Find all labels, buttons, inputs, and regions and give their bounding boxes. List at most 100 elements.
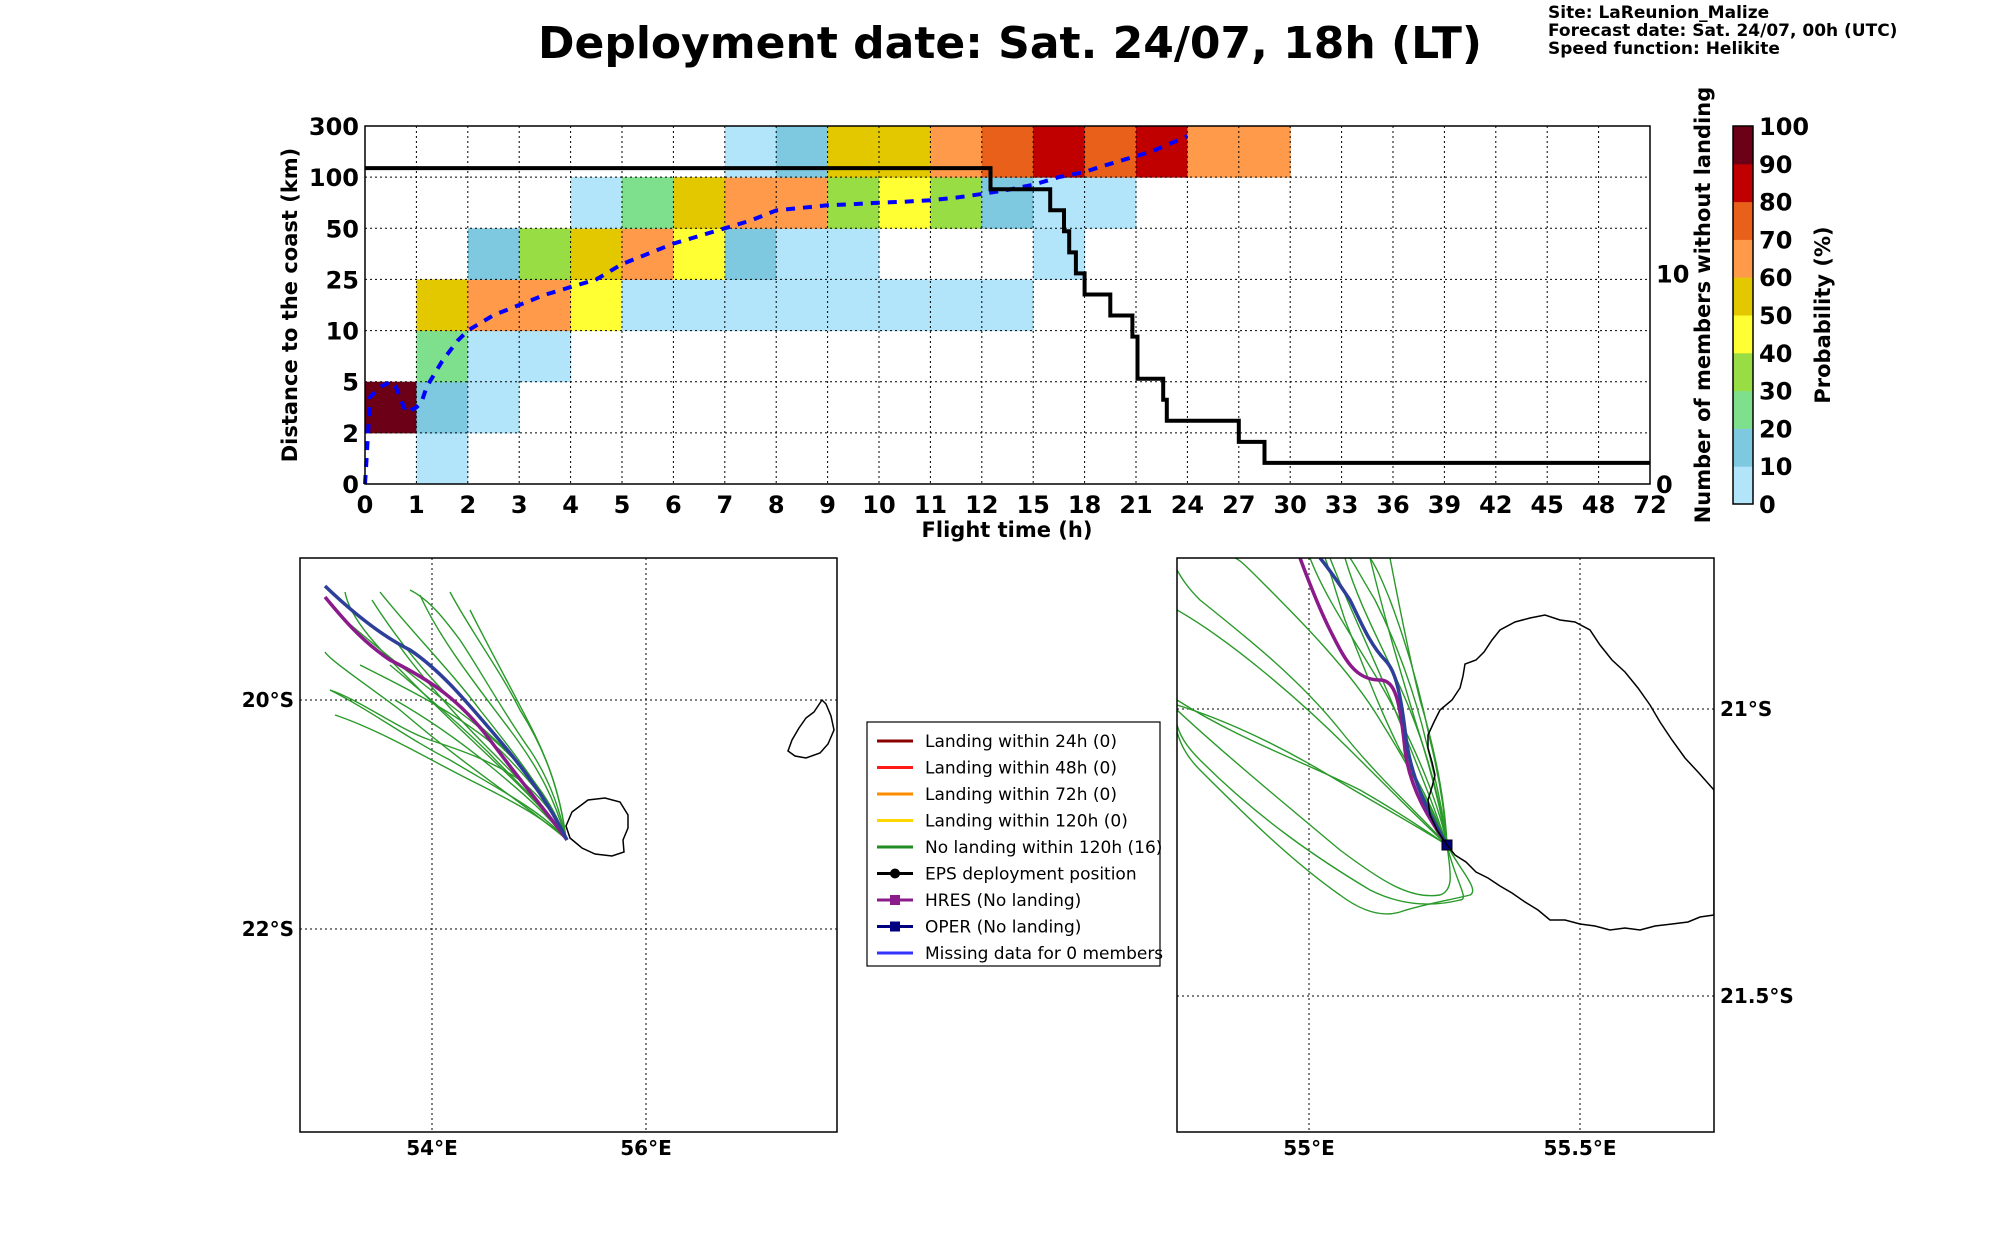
x-axis-label: Flight time (h) bbox=[922, 518, 1093, 542]
heatmap-cell bbox=[416, 381, 469, 434]
heatmap-cell bbox=[1238, 126, 1291, 178]
map-right-grid bbox=[1177, 558, 1714, 1132]
heatmap-cell bbox=[622, 279, 674, 332]
x-tick-label: 7 bbox=[716, 491, 733, 519]
x-tick-label: 72 bbox=[1633, 491, 1666, 519]
heatmap-cell bbox=[673, 228, 726, 280]
heatmap-cell bbox=[570, 177, 623, 229]
legend-label: Landing within 48h (0) bbox=[925, 759, 1117, 779]
legend-marker bbox=[890, 868, 900, 879]
heatmap-cell bbox=[467, 279, 520, 332]
y-tick-label: 5 bbox=[342, 369, 359, 397]
x-tick-label: 1 bbox=[408, 491, 425, 519]
legend-item: HRES (No landing) bbox=[877, 891, 1081, 911]
x-tick-label: 39 bbox=[1428, 491, 1461, 519]
map-right-lat-tick-1: 21°S bbox=[1720, 697, 1772, 721]
x-tick-label: 36 bbox=[1376, 491, 1409, 519]
map-left-frame bbox=[299, 557, 838, 1133]
colorbar-tick-label: 70 bbox=[1759, 226, 1792, 254]
heatmap-frame bbox=[364, 125, 1651, 485]
x-tick-label: 10 bbox=[862, 491, 895, 519]
map-right-ensemble-tracks bbox=[1177, 558, 1474, 915]
colorbar-tick-label: 50 bbox=[1759, 302, 1792, 330]
map-left-lat-tick-1: 20°S bbox=[242, 688, 294, 712]
y-tick-label: 100 bbox=[309, 164, 359, 192]
x-tick-label: 33 bbox=[1325, 491, 1358, 519]
legend-item: EPS deployment position bbox=[877, 865, 1137, 885]
heatmap-cell bbox=[827, 279, 880, 332]
colorbar-tick-label: 20 bbox=[1759, 415, 1792, 443]
x-tick-label: 42 bbox=[1479, 491, 1512, 519]
heatmap-cell bbox=[776, 177, 829, 229]
heatmap-cell bbox=[1033, 177, 1086, 229]
colorbar-cell bbox=[1733, 466, 1753, 505]
colorbar: 0 10 20 30 40 50 60 70 80 90 100 Probability (%) bbox=[1732, 113, 1835, 519]
x-tick-label: 9 bbox=[819, 491, 836, 519]
colorbar-cell bbox=[1733, 428, 1753, 467]
legend-frame bbox=[866, 721, 1161, 967]
forecast-date-label: Forecast date: Sat. 24/07, 00h (UTC) bbox=[1548, 21, 1897, 41]
heatmap-cell bbox=[519, 279, 572, 332]
legend-label: EPS deployment position bbox=[925, 865, 1137, 885]
right-axis-label: Number of members without landing bbox=[1691, 87, 1715, 524]
colorbar-tick-label: 30 bbox=[1759, 378, 1792, 406]
colorbar-tick-label: 40 bbox=[1759, 340, 1792, 368]
heatmap-cell bbox=[1033, 126, 1086, 178]
heatmap-panel: 0 1 2 3 4 5 6 7 8 9 10 11 12 15 18 21 24 27 30 33 36 39 42 45 48… bbox=[278, 87, 1715, 542]
reunion-coastline-left bbox=[565, 797, 629, 857]
heatmap-cell bbox=[1084, 177, 1137, 229]
y-tick-label: 2 bbox=[342, 420, 359, 448]
legend-label: Missing data for 0 members bbox=[925, 944, 1163, 964]
colorbar-tick-label: 100 bbox=[1759, 113, 1809, 141]
heatmap-cell bbox=[570, 228, 623, 280]
y-tick-label: 25 bbox=[326, 266, 359, 294]
legend-label: OPER (No landing) bbox=[925, 918, 1081, 938]
heatmap-cell bbox=[622, 177, 674, 229]
legend-label: HRES (No landing) bbox=[925, 891, 1081, 911]
legend-item: OPER (No landing) bbox=[877, 918, 1081, 938]
colorbar-tick-label: 60 bbox=[1759, 264, 1792, 292]
colorbar-tick-label: 10 bbox=[1759, 453, 1792, 481]
probability-cells bbox=[365, 126, 1291, 485]
legend-items: Landing within 24h (0) Landing within 48h… bbox=[877, 732, 1163, 964]
heatmap-cell bbox=[827, 228, 880, 280]
map-right-lon-tick-2: 55.5°E bbox=[1543, 1136, 1616, 1160]
x-tick-label: 30 bbox=[1273, 491, 1306, 519]
legend-item: Landing within 72h (0) bbox=[877, 785, 1117, 805]
heatmap-grid bbox=[365, 126, 1650, 484]
x-tick-label: 4 bbox=[562, 491, 579, 519]
map-right-lat-tick-2: 21.5°S bbox=[1720, 984, 1794, 1008]
colorbar-cell bbox=[1733, 163, 1753, 203]
heatmap-cell bbox=[673, 279, 726, 332]
x-tick-label: 6 bbox=[665, 491, 682, 519]
map-left-oper-track bbox=[323, 584, 569, 841]
heatmap-cell bbox=[724, 177, 777, 229]
heatmap-cell bbox=[519, 330, 572, 383]
mean-distance-line bbox=[363, 134, 1189, 485]
colorbar-tick-label: 80 bbox=[1759, 189, 1792, 217]
map-left-ensemble-tracks bbox=[324, 589, 567, 840]
x-tick-label: 48 bbox=[1582, 491, 1615, 519]
legend-item: Landing within 120h (0) bbox=[877, 812, 1128, 832]
colorbar-tick-labels: 0 10 20 30 40 50 60 70 80 90 100 bbox=[1759, 113, 1809, 519]
heatmap-cell bbox=[724, 279, 777, 332]
map-left-grid bbox=[300, 558, 837, 1132]
legend-label: Landing within 120h (0) bbox=[925, 812, 1128, 832]
legend-marker bbox=[890, 895, 900, 905]
colorbar-cell bbox=[1733, 201, 1753, 240]
heatmap-cell bbox=[776, 279, 829, 332]
x-tick-label: 11 bbox=[914, 491, 947, 519]
heatmap-cell bbox=[930, 177, 983, 229]
heatmap-cell bbox=[570, 279, 623, 332]
colorbar-label: Probability (%) bbox=[1811, 226, 1835, 403]
x-tick-labels: 0 1 2 3 4 5 6 7 8 9 10 11 12 15 18 21 24 27 30 33 36 39 42 45 48… bbox=[357, 491, 1667, 519]
figure-title: Deployment date: Sat. 24/07, 18h (LT) bbox=[538, 18, 1482, 69]
map-left-lon-tick-1: 54°E bbox=[406, 1136, 458, 1160]
y-tick-label: 300 bbox=[309, 113, 359, 141]
colorbar-cell bbox=[1733, 277, 1753, 316]
heatmap-cell bbox=[467, 330, 520, 383]
y-tick-label: 50 bbox=[326, 215, 359, 243]
members-count-line bbox=[365, 166, 1650, 465]
